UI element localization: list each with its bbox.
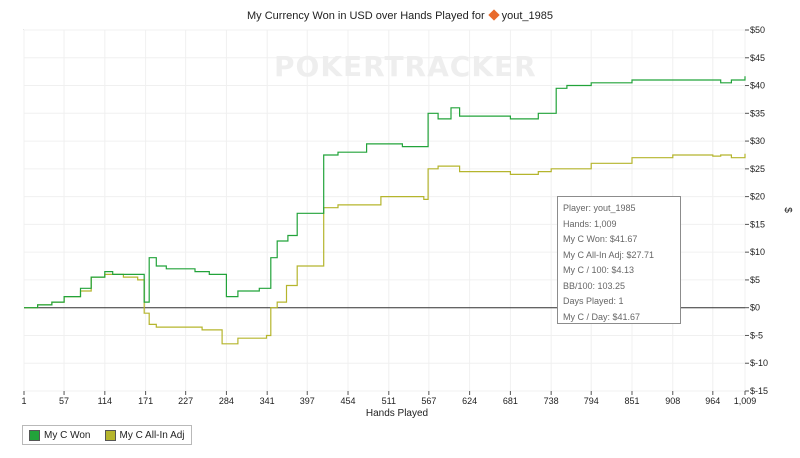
legend-swatch-won — [29, 429, 40, 441]
chart-title: My Currency Won in USD over Hands Played… — [0, 9, 800, 22]
tooltip-days-played: Days Played: 1 — [563, 296, 624, 306]
y-tick-label: $5 — [750, 275, 760, 285]
tooltip-won: My C Won: $41.67 — [563, 234, 638, 244]
x-axis-label: Hands Played — [366, 408, 428, 419]
y-tick-label: $45 — [750, 53, 765, 63]
x-tick-label: 964 — [705, 396, 720, 406]
tooltip-hands: Hands: 1,009 — [563, 218, 617, 229]
legend-item-allin-adj[interactable]: My C All-In Adj — [104, 429, 185, 441]
x-tick-label: 284 — [219, 396, 234, 406]
y-tick-label: $50 — [750, 25, 765, 35]
y-tick-label: $-5 — [750, 330, 763, 340]
x-tick-label: 114 — [98, 396, 112, 406]
y-tick-label: $-10 — [750, 358, 768, 368]
y-tick-label: $35 — [750, 108, 765, 118]
legend-label-allin-adj: My C All-In Adj — [119, 429, 185, 441]
x-tick-label: 851 — [624, 396, 639, 406]
x-tick-label: 511 — [382, 396, 396, 406]
y-tick-label: $15 — [750, 219, 765, 229]
legend-swatch-allin-adj — [104, 429, 116, 441]
x-tick-label: 397 — [300, 396, 315, 406]
y-tick-label: $40 — [750, 81, 765, 91]
stats-tooltip: Player: yout_1985 Hands: 1,009 My C Won:… — [557, 196, 681, 324]
x-tick-label: 681 — [503, 396, 518, 406]
x-tick-label: 794 — [584, 396, 599, 406]
x-tick-label: 624 — [462, 396, 477, 406]
tooltip-bb-100: BB/100: 103.25 — [563, 280, 626, 291]
tooltip-per-100: My C / 100: $4.13 — [563, 265, 635, 275]
x-tick-label: 1,009 — [734, 396, 757, 406]
x-tick-label: 341 — [260, 396, 275, 406]
legend-label-won: My C Won — [44, 429, 91, 441]
orange-diamond-icon — [487, 9, 500, 21]
x-tick-label: 454 — [341, 396, 356, 406]
tooltip-player: Player: yout_1985 — [563, 203, 636, 213]
y-tick-label: $-15 — [750, 386, 768, 396]
y-tick-label: $30 — [750, 136, 765, 146]
tooltip-allin-adj: My C All-In Adj: $27.71 — [563, 249, 655, 260]
y-tick-label: $10 — [750, 247, 765, 257]
player-name: yout_1985 — [501, 10, 553, 22]
x-tick-label: 738 — [544, 396, 559, 406]
x-tick-label: 908 — [665, 396, 680, 406]
x-tick-label: 171 — [138, 396, 153, 406]
chart-legend: My C Won My C All-In Adj — [22, 425, 192, 445]
x-tick-label: 567 — [421, 396, 436, 406]
y-tick-label: $20 — [750, 192, 765, 202]
x-tick-label: 227 — [178, 396, 193, 406]
pokertracker-watermark: POKERTRACKER — [274, 50, 537, 83]
y-axis-label: $ — [782, 207, 793, 213]
y-tick-label: $25 — [750, 164, 765, 174]
y-tick-label: $0 — [750, 303, 760, 313]
legend-item-won[interactable]: My C Won — [29, 429, 91, 441]
tooltip-per-day: My C / Day: $41.67 — [563, 311, 641, 322]
title-text: My Currency Won in USD over Hands Played… — [247, 10, 485, 22]
series-line-my-c-won — [24, 76, 746, 309]
x-tick-label: 1 — [21, 396, 26, 406]
x-tick-label: 57 — [59, 396, 69, 406]
